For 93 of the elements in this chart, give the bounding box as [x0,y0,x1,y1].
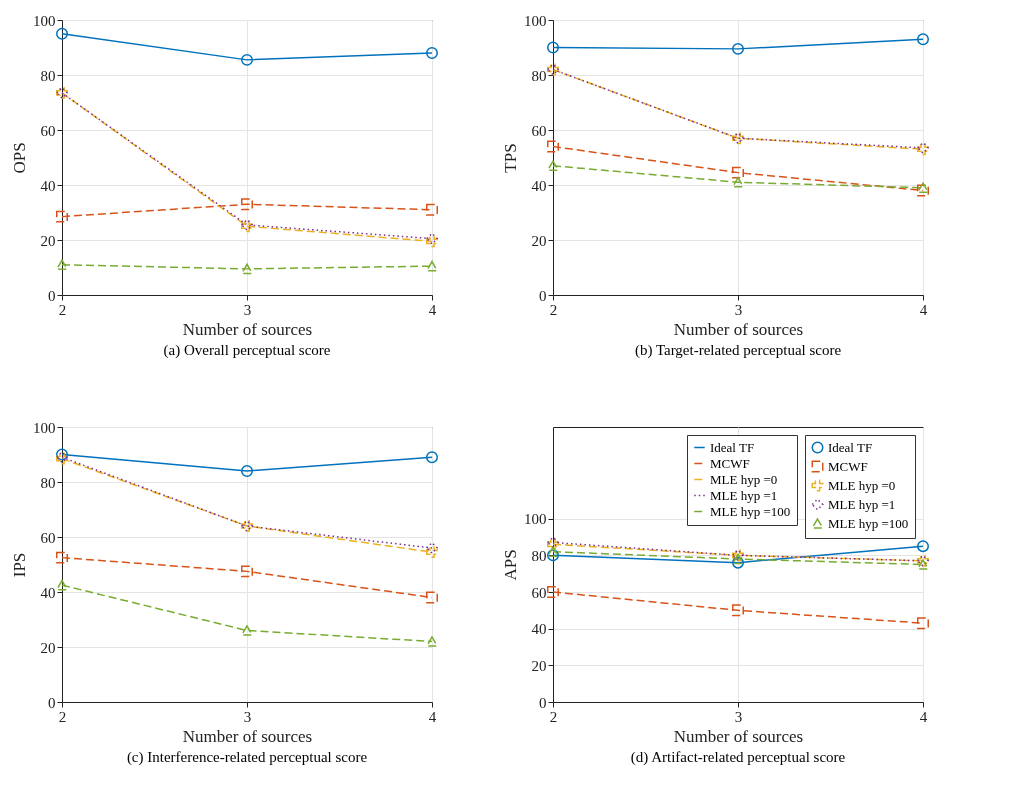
text: (b) Target-related perceptual score [634,342,842,359]
point [426,636,438,647]
point [547,549,559,562]
y-tick-label: 0 [48,287,56,304]
point [547,140,559,153]
point [241,53,253,66]
point [732,166,744,179]
point [426,451,438,464]
point [56,551,68,564]
y-tick-label: 100 [524,12,547,29]
legend-label: Ideal TF [710,439,755,455]
point [732,176,744,188]
y-tick-label: 100 [524,511,547,528]
point [917,540,929,553]
x-tick-label: 4 [919,708,928,725]
legend-label: MLE hyp =100 [828,515,909,531]
y-tick-label: 40 [531,177,547,194]
point [241,465,253,477]
x-axis-title: Number of sources [182,319,313,339]
x-tick-label: 2 [549,708,558,725]
text: Ideal TF [828,439,873,455]
text: MCWF [710,455,750,471]
y-tick-label: 0 [48,694,56,711]
x-tick-label: 4 [428,301,437,318]
x-tick-label: 3 [243,301,252,318]
y-tick-label: 20 [40,232,56,249]
y-tick-label: 40 [40,177,56,194]
y-axis-title: TPS [501,143,520,173]
y-tick-label: 20 [531,657,547,674]
text: MLE hyp =100 [710,503,791,519]
point [241,625,253,636]
point [241,565,253,578]
point [426,591,438,604]
legend-label: MLE hyp =0 [828,477,896,493]
y-tick-label: 80 [40,67,56,84]
y-tick-label: 20 [40,639,56,656]
y-tick-label: 40 [40,584,56,601]
x-tick-label: 4 [428,708,437,725]
text: MLE hyp =0 [710,471,778,487]
legend-label: MLE hyp =1 [828,496,896,512]
point [732,604,744,617]
x-tick-label: 4 [919,301,928,318]
x-axis-title: Number of sources [182,726,313,746]
point [56,210,68,223]
point [241,263,253,275]
x-tick-label: 3 [734,301,743,318]
y-tick-label: 60 [40,122,56,139]
point [732,553,744,565]
point [917,33,929,46]
point [426,542,438,554]
x-axis-title: Number of sources [673,319,804,339]
y-tick-label: 60 [40,529,56,546]
y-tick-label: 0 [539,287,547,304]
y-tick-label: 80 [531,67,547,84]
y-tick-label: 80 [531,547,547,564]
y-tick-label: 60 [531,122,547,139]
point [547,586,559,598]
x-axis-title: Number of sources [673,726,804,746]
y-tick-label: 80 [40,474,56,491]
x-tick-label: 2 [549,301,558,318]
point [56,579,68,591]
point [547,41,559,54]
y-tick-label: 20 [531,232,547,249]
text: MLE hyp =1 [710,487,778,503]
x-tick-label: 2 [58,301,67,318]
point [917,617,929,630]
point [241,198,253,211]
x-tick-label: 3 [243,708,252,725]
y-axis-title: OPS [10,142,29,174]
point [917,559,929,570]
y-tick-label: 100 [33,12,56,29]
point [56,259,68,271]
point [426,203,438,216]
text: (d) Artifact-related perceptual score [630,749,846,766]
legend-label: MCWF [828,458,868,474]
x-tick-label: 2 [58,708,67,725]
x-tick-label: 3 [734,708,743,725]
y-tick-label: 100 [33,419,56,436]
point [426,47,438,59]
y-axis-title: IPS [10,552,29,578]
point [426,260,438,272]
point [56,27,68,40]
point [732,556,744,569]
point [426,546,438,559]
text: (c) Interference-related perceptual score [126,749,368,766]
text: (a) Overall perceptual score [163,342,331,359]
y-tick-label: 60 [531,584,547,601]
y-axis-title: APS [501,549,520,581]
y-tick-label: 40 [531,621,547,638]
y-tick-label: 0 [539,694,547,711]
point [547,546,559,557]
point [732,42,744,55]
point [547,160,559,172]
